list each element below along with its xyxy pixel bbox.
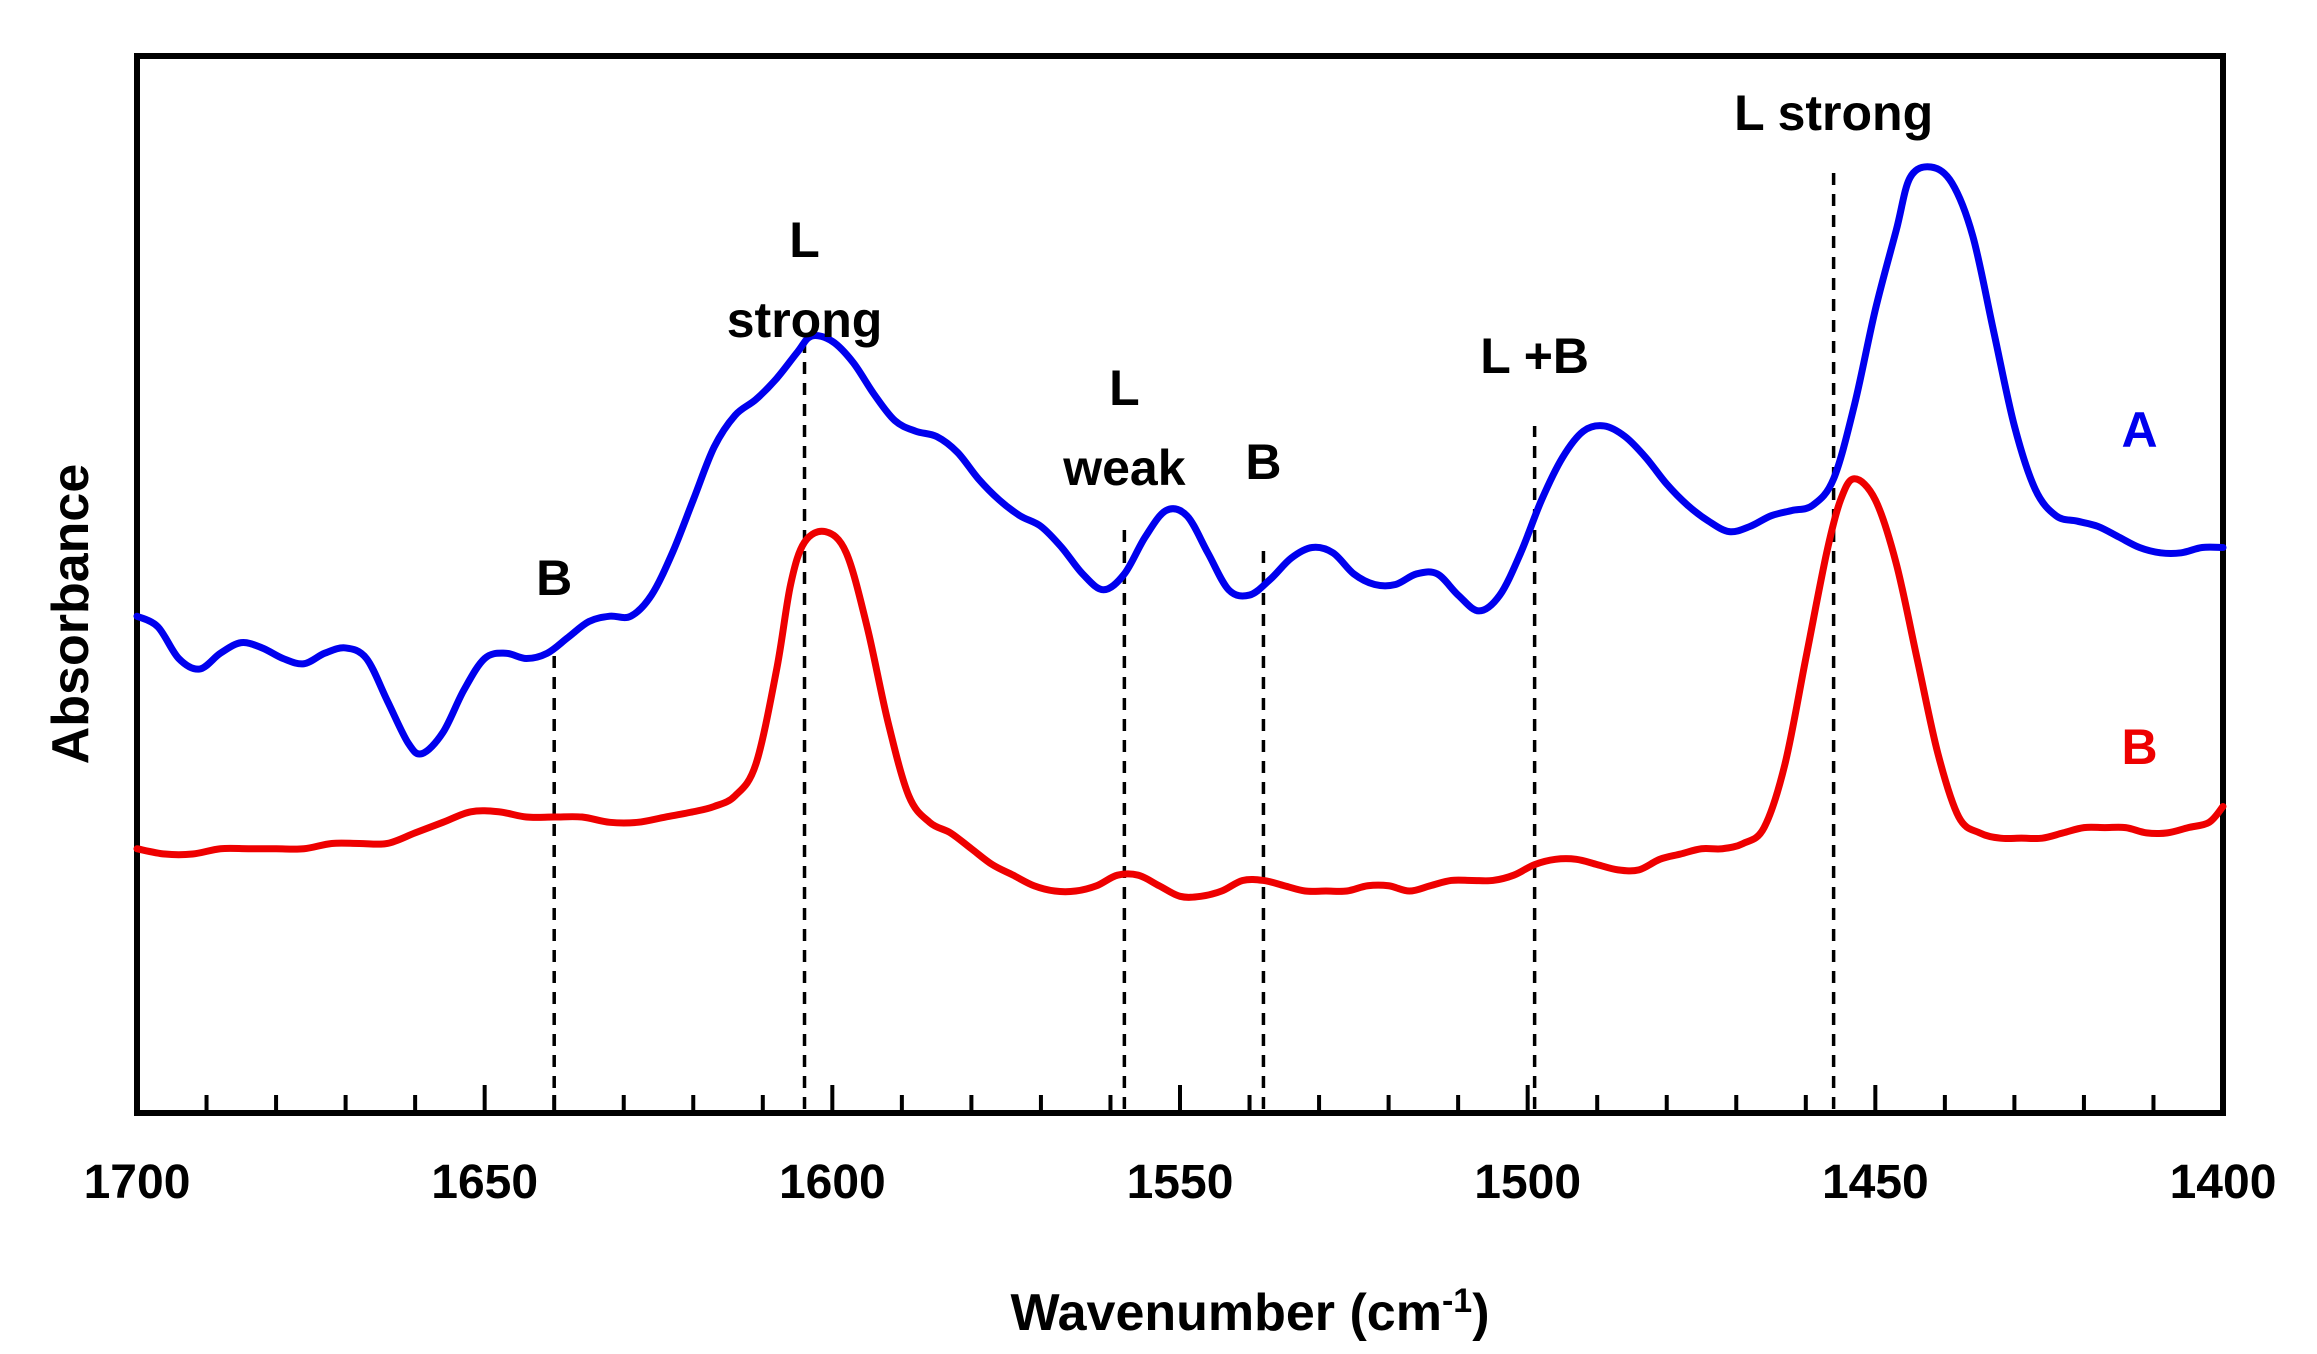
peak-annotation: L strong — [1734, 85, 1933, 141]
x-tick-label: 1550 — [1127, 1156, 1234, 1209]
x-tick-label: 1500 — [1474, 1156, 1581, 1209]
series-label-a: A — [2122, 402, 2158, 458]
peak-annotation-line: L — [1109, 360, 1140, 416]
series-line-b — [133, 475, 2227, 901]
series-labels: AB — [2122, 402, 2158, 775]
x-axis-ticks — [135, 1085, 2225, 1113]
x-tick-label: 1450 — [1822, 1156, 1929, 1209]
x-tick-label: 1400 — [2170, 1156, 2277, 1209]
peak-annotation-line: B — [1245, 434, 1281, 490]
x-axis-title-superscript: -1 — [1442, 1282, 1472, 1320]
peak-annotation-line: strong — [727, 292, 883, 348]
peak-annotation-line: B — [536, 550, 572, 606]
peak-annotation-line: L strong — [1734, 85, 1933, 141]
x-axis-title-close: ) — [1472, 1284, 1489, 1342]
peak-annotation: L +B — [1480, 328, 1589, 384]
peak-annotation-line: weak — [1062, 440, 1186, 496]
series-label-b: B — [2122, 719, 2158, 775]
x-tick-label: 1600 — [779, 1156, 886, 1209]
x-axis-title-main: Wavenumber (cm — [1010, 1284, 1442, 1342]
peak-guide-lines — [552, 166, 1836, 1109]
peak-annotation-line: L +B — [1480, 328, 1589, 384]
peak-annotation-line: L — [789, 212, 820, 268]
x-tick-label: 1650 — [431, 1156, 538, 1209]
x-axis-title: Wavenumber (cm-1) — [1010, 1282, 1489, 1342]
x-tick-label: 1700 — [84, 1156, 191, 1209]
y-axis-title: Absorbance — [42, 464, 100, 765]
plot-frame — [134, 53, 2226, 1116]
peak-annotation: B — [1245, 434, 1281, 490]
series-line-a — [133, 163, 2227, 758]
spectrum-series — [133, 163, 2227, 901]
x-axis-tick-labels: 1700 1650 1600 1550 1500 1450 1400 — [84, 1156, 2277, 1209]
peak-annotation: B — [536, 550, 572, 606]
